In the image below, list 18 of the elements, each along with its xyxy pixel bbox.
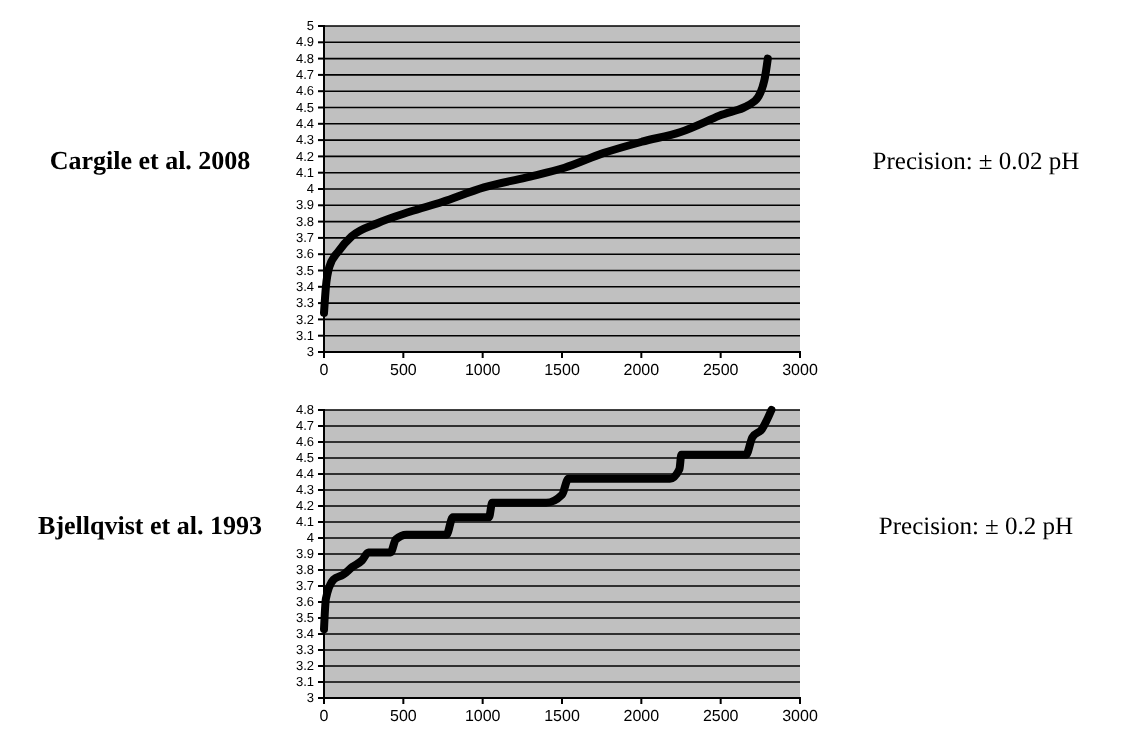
x-tick-label: 1000 bbox=[464, 361, 502, 380]
x-tick-label: 500 bbox=[389, 361, 418, 380]
text: Cargile et al. 2008 bbox=[49, 145, 252, 175]
x-tick-label: 1500 bbox=[544, 361, 581, 380]
x-tick-label: 0 bbox=[319, 707, 330, 726]
x-tick-label: 0 bbox=[319, 361, 330, 380]
x-tick-label: 500 bbox=[389, 707, 418, 726]
text: Bjellqvist et al. 1993 bbox=[38, 510, 263, 540]
x-tick-label: 1500 bbox=[544, 707, 581, 726]
x-tick-label: 3000 bbox=[782, 707, 819, 726]
x-tick-label: 2500 bbox=[702, 707, 740, 726]
text: Precision: ± 0.2 pH bbox=[878, 512, 1074, 540]
x-tick-label: 3000 bbox=[782, 361, 819, 380]
text: Precision: ± 0.02 pH bbox=[872, 147, 1080, 175]
x-tick-label: 2000 bbox=[623, 707, 661, 726]
x-tick-label: 2500 bbox=[702, 361, 740, 380]
x-tick-label: 1000 bbox=[464, 707, 502, 726]
x-tick-label: 2000 bbox=[623, 361, 661, 380]
